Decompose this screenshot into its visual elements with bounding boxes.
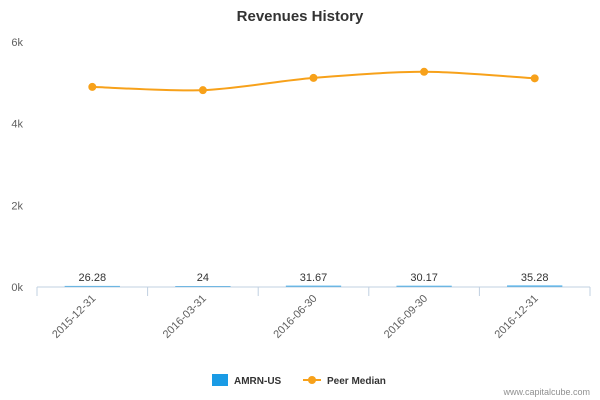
- line-point[interactable]: [530, 74, 539, 83]
- legend[interactable]: AMRN-US Peer Median: [212, 374, 386, 387]
- y-tick-label: 4k: [11, 119, 23, 131]
- y-tick-label: 2k: [11, 200, 23, 212]
- y-tick-label: 0k: [11, 282, 23, 294]
- line-series: [88, 67, 539, 95]
- legend-swatch-marker: [308, 376, 316, 384]
- credit-text[interactable]: www.capitalcube.com: [502, 387, 590, 397]
- bar[interactable]: [64, 285, 120, 287]
- y-tick-label: 6k: [11, 37, 23, 49]
- legend-label: AMRN-US: [234, 376, 282, 387]
- x-axis: 2015-12-31 2016-03-31 2016-06-30 2016-09-30…: [36, 286, 591, 341]
- x-tick-label: 2016-09-30: [382, 293, 430, 341]
- line-point[interactable]: [309, 73, 318, 82]
- data-label: 24: [197, 272, 209, 284]
- line-point[interactable]: [420, 67, 429, 76]
- line-point[interactable]: [88, 82, 97, 91]
- y-axis: 0k 2k 4k 6k: [11, 37, 23, 294]
- x-tick-label: 2016-12-31: [493, 293, 541, 341]
- x-tick-label: 2016-06-30: [271, 293, 319, 341]
- x-tick-label: 2016-03-31: [161, 293, 209, 341]
- data-label: 30.17: [410, 272, 438, 284]
- bar[interactable]: [285, 285, 342, 287]
- legend-swatch-bar: [212, 374, 228, 386]
- data-label: 35.28: [521, 272, 549, 284]
- legend-item-peer-median[interactable]: Peer Median: [303, 376, 386, 387]
- legend-label: Peer Median: [327, 376, 386, 387]
- x-tick-label: 2015-12-31: [50, 293, 98, 341]
- data-label: 26.28: [79, 272, 107, 284]
- data-labels: 26.28 24 31.67 30.17 35.28: [79, 272, 549, 284]
- data-label: 31.67: [300, 272, 328, 284]
- chart-title: Revenues History: [237, 8, 364, 25]
- line-point[interactable]: [198, 86, 207, 95]
- bar[interactable]: [507, 285, 563, 287]
- legend-item-amrn-us[interactable]: AMRN-US: [212, 374, 282, 387]
- bar[interactable]: [396, 285, 452, 287]
